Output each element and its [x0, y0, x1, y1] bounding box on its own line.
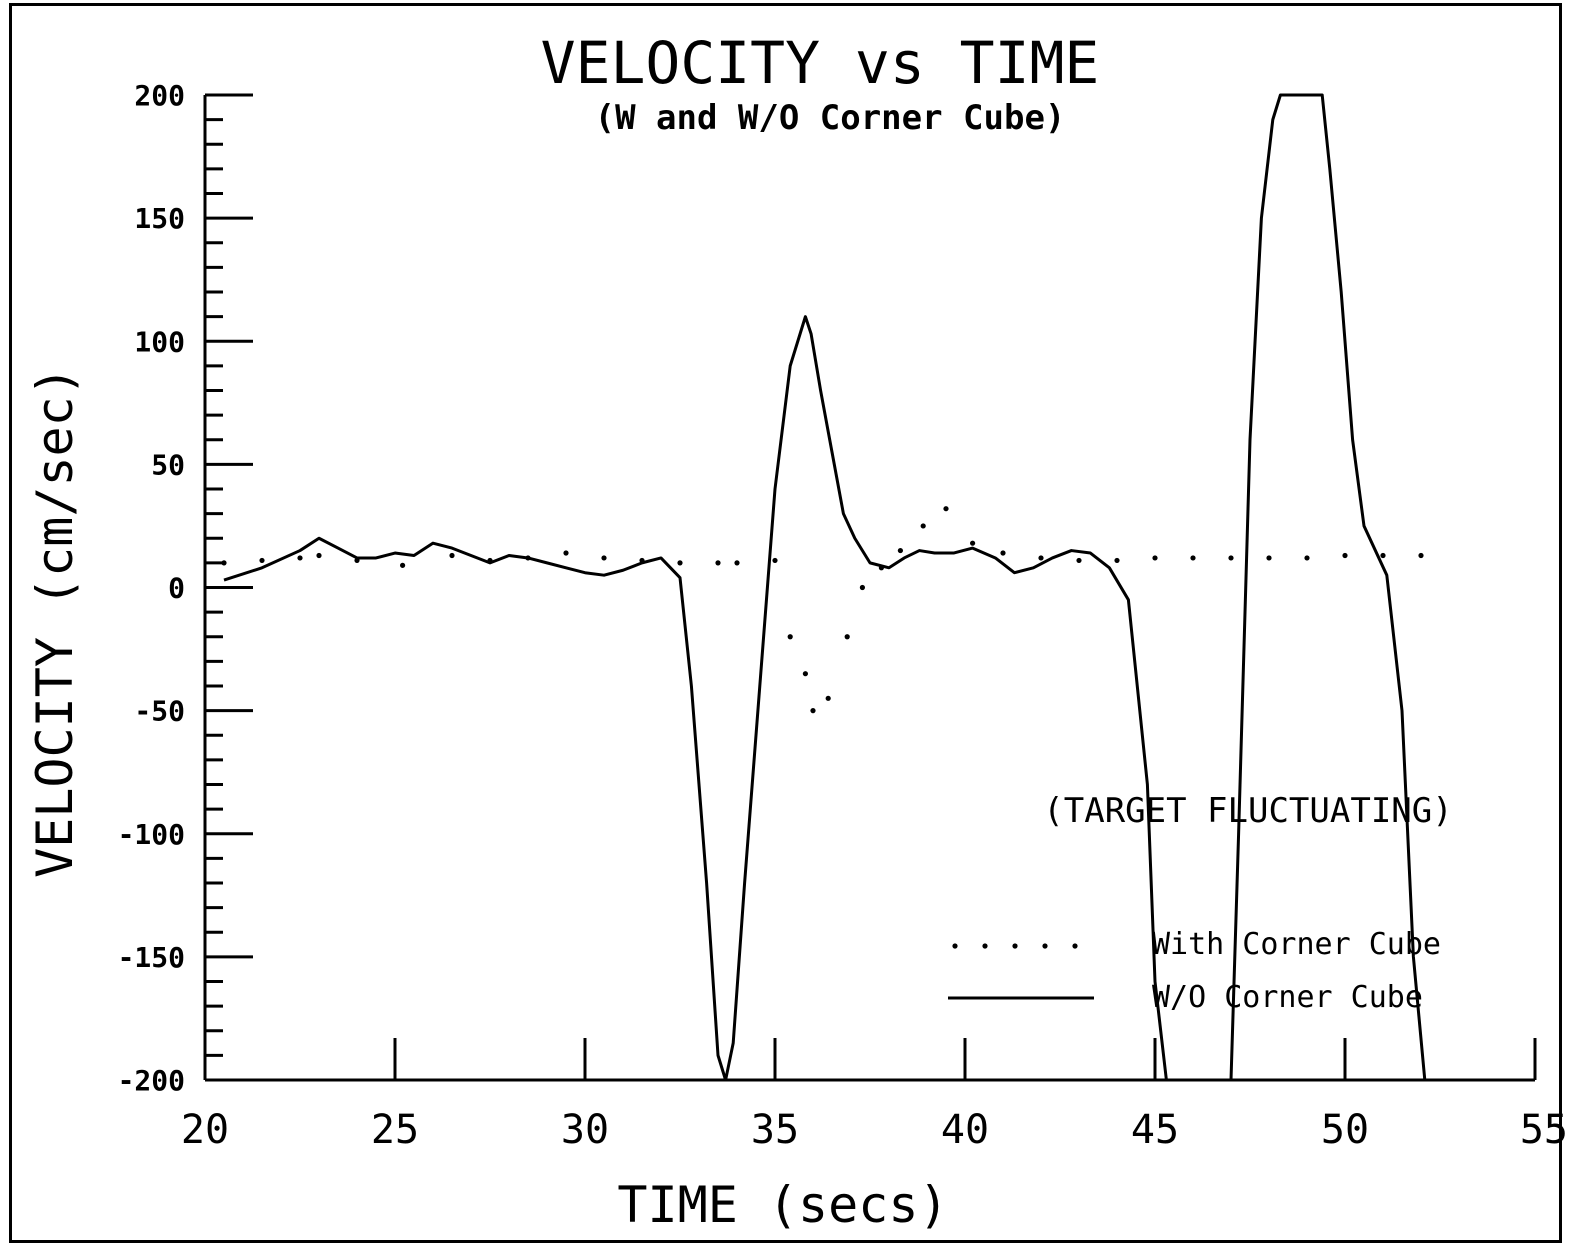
axes: 200 150 100 50 0 -50 -100 -150 -200 20 25 30 35 40 45 5…	[118, 79, 1568, 1153]
data-point	[259, 557, 265, 564]
data-point	[844, 634, 850, 640]
chart-title: VELOCITY vs TIME	[541, 29, 1100, 97]
x-tick-label: 35	[751, 1107, 799, 1153]
legend-label-with-corner-cube: With Corner Cube	[1152, 927, 1441, 962]
data-point	[601, 555, 607, 561]
data-point	[734, 560, 740, 566]
data-point	[1000, 550, 1006, 556]
legend-label-without-corner-cube: W/O Corner Cube	[1152, 980, 1423, 1015]
data-point	[920, 523, 926, 529]
data-point	[1304, 555, 1310, 561]
y-tick-label: -50	[134, 695, 185, 728]
y-tick-label: 150	[134, 202, 185, 235]
x-axis-label: TIME (secs)	[617, 1176, 948, 1234]
legend-dot	[982, 943, 988, 949]
chart-subtitle: (W and W/O Corner Cube)	[595, 98, 1066, 138]
legend-entry-with-corner-cube	[952, 943, 1078, 949]
data-point	[297, 555, 303, 561]
annotation: (TARGET FLUCTUATING)	[1043, 791, 1452, 831]
y-tick-label: 100	[134, 325, 185, 358]
data-point	[1228, 555, 1234, 561]
data-point	[316, 552, 322, 559]
x-tick-label: 25	[371, 1107, 419, 1153]
data-point	[897, 547, 904, 554]
data-point	[1342, 552, 1348, 559]
x-tick-label: 30	[561, 1107, 609, 1153]
y-tick-label: -100	[118, 818, 185, 851]
data-point	[1418, 552, 1424, 559]
series-layer	[221, 93, 1433, 1082]
x-tick-label: 45	[1131, 1107, 1179, 1153]
data-point	[772, 557, 778, 564]
legend: With Corner Cube W/O Corner Cube	[948, 927, 1441, 1015]
data-point	[970, 540, 976, 546]
data-point	[787, 634, 793, 640]
data-point	[1190, 555, 1196, 561]
data-point	[859, 584, 866, 591]
data-point	[715, 560, 721, 566]
x-tick-label: 40	[941, 1107, 989, 1153]
data-point	[1114, 557, 1120, 564]
data-point	[1266, 555, 1272, 561]
data-point	[1076, 557, 1082, 564]
data-point	[221, 560, 227, 566]
chart-frame	[9, 3, 1562, 1243]
data-point	[677, 560, 683, 566]
data-point	[449, 552, 455, 559]
series-line	[223, 93, 1433, 1082]
legend-dot	[952, 943, 958, 949]
y-tick-label: 50	[151, 448, 185, 481]
y-tick-label: -150	[118, 941, 185, 974]
data-point	[1038, 555, 1044, 561]
x-tick-label: 55	[1520, 1107, 1568, 1153]
data-point	[943, 506, 949, 512]
x-tick-label: 50	[1321, 1107, 1369, 1153]
data-point	[563, 550, 569, 556]
data-point	[825, 695, 831, 701]
legend-dot	[1072, 943, 1078, 949]
x-tick-label: 20	[181, 1107, 229, 1153]
data-point	[400, 562, 406, 568]
data-point	[1380, 552, 1386, 559]
legend-dot	[1042, 943, 1048, 949]
data-point	[1152, 555, 1158, 561]
y-tick-label: 200	[134, 79, 185, 112]
data-point	[802, 671, 809, 677]
legend-dot	[1012, 943, 1018, 949]
y-tick-label: 0	[168, 572, 185, 605]
y-axis-label: VELOCITY (cm/sec)	[26, 366, 84, 878]
data-point	[810, 708, 816, 714]
y-tick-label: -200	[118, 1064, 185, 1097]
